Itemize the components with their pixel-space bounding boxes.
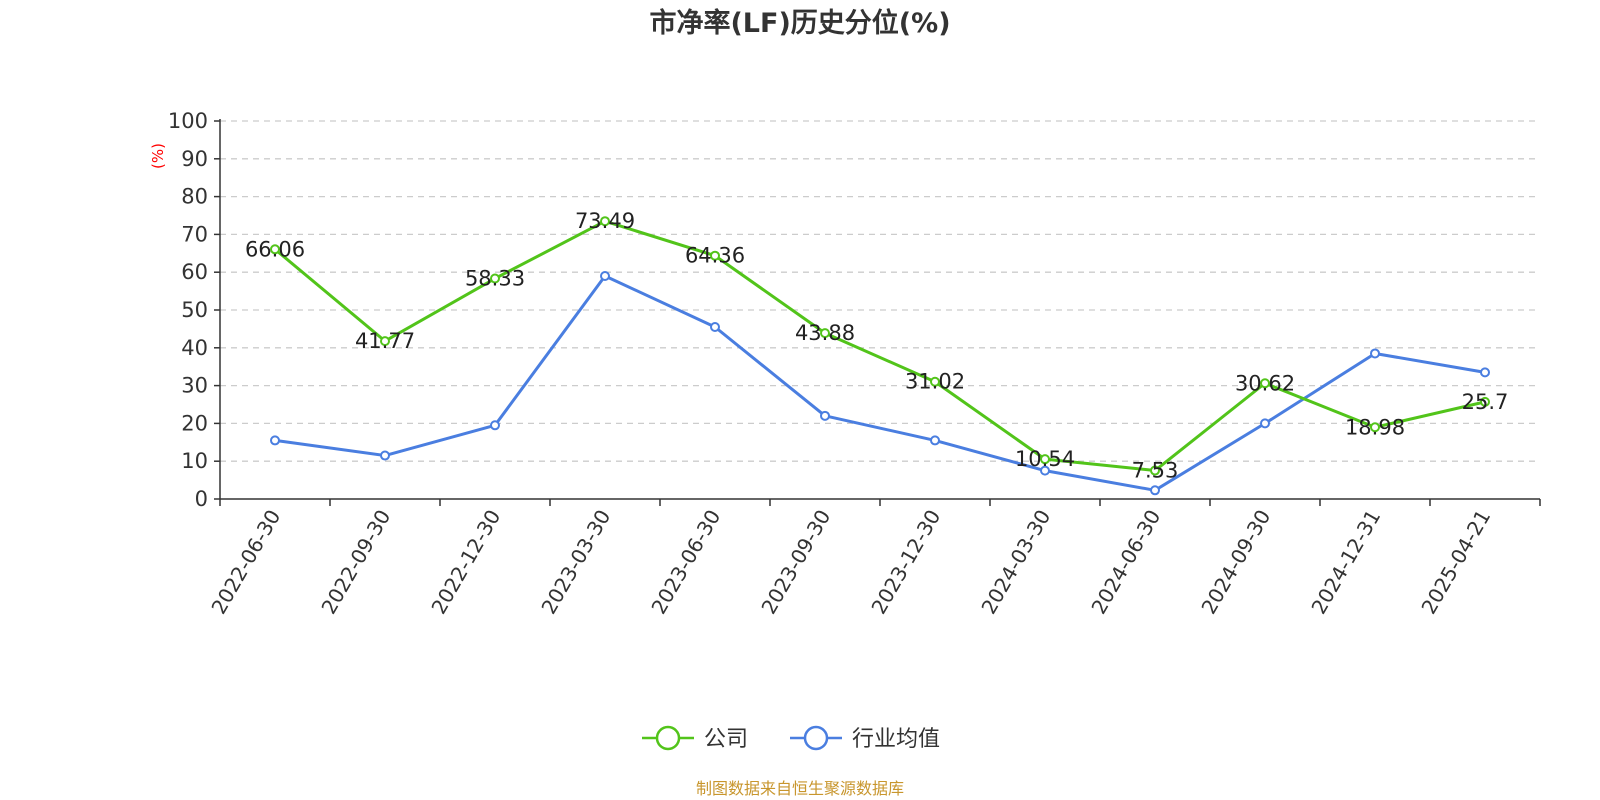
y-tick-label: 20 [181,411,208,435]
data-label: 25.7 [1462,390,1509,414]
data-point [270,244,280,255]
y-tick-label: 50 [181,298,208,322]
data-label: 43.88 [795,321,855,345]
x-tick-label: 2025-04-21 [1416,506,1495,619]
legend-label: 公司 [704,727,748,752]
data-point [380,336,390,347]
data-point [930,376,940,387]
data-label: 66.06 [245,237,305,261]
data-label: 10.54 [1015,447,1075,471]
data-point [820,410,830,421]
x-tick-label: 2023-09-30 [756,506,835,619]
data-label: 18.98 [1345,415,1405,439]
data-point [1150,485,1160,496]
x-tick-label: 2024-09-30 [1196,506,1275,619]
grid-lines [220,120,1540,462]
data-point [490,420,500,431]
y-tick-label: 0 [195,487,208,511]
legend-item[interactable]: 行业均值 [790,725,940,752]
y-tick-label: 100 [168,109,208,133]
legend-item[interactable]: 公司 [642,725,748,752]
y-tick-label: 10 [181,449,208,473]
series-lines [270,216,1490,496]
data-point [490,273,500,284]
y-tick-label: 80 [181,185,208,209]
series-line [274,274,1486,492]
legend-label: 行业均值 [852,727,940,752]
data-label: 31.02 [905,370,965,394]
data-point [1260,378,1270,389]
x-tick-label: 2023-06-30 [646,506,725,619]
y-axis-unit-label: (%) [149,143,167,169]
data-point [600,270,610,281]
data-point [1480,367,1490,378]
series-line [274,219,1486,473]
data-point [1150,465,1160,476]
data-point [710,322,720,333]
legend: 公司 行业均值 [642,725,940,752]
y-tick-label: 60 [181,260,208,284]
data-point [380,450,390,461]
y-tick-label: 40 [181,336,208,360]
data-point [1370,348,1380,359]
y-tick-label: 70 [181,222,208,246]
x-tick-label: 2023-03-30 [536,506,615,619]
x-tick-label: 2022-09-30 [316,506,395,619]
y-tick-label: 30 [181,374,208,398]
x-tick-label: 2024-06-30 [1086,506,1165,619]
data-label: 30.62 [1235,371,1295,395]
x-tick-label: 2023-12-30 [866,506,945,619]
data-label: 41.77 [355,329,415,353]
y-tick-label: 90 [181,147,208,171]
legend-marker-icon [655,725,681,751]
x-tick-label: 2024-12-31 [1306,506,1385,619]
data-point [1370,422,1380,433]
x-tick-label: 2022-12-30 [426,506,505,619]
data-point [1260,418,1270,429]
data-label: 7.53 [1132,459,1179,483]
data-point [270,435,280,446]
data-point [710,250,720,261]
data-point [1040,465,1050,476]
source-note: 制图数据来自恒生聚源数据库 [696,779,904,798]
x-tick-label: 2024-03-30 [976,506,1055,619]
data-point [820,328,830,339]
data-point [1480,396,1490,407]
data-label: 73.49 [575,209,635,233]
axes: 0 10 20 30 40 50 60 70 80 90 100 2022-06-30 2022-09-… [168,109,1541,619]
data-point [1040,454,1050,465]
chart-title: 市净率(LF)历史分位(%) [649,7,950,39]
data-label: 58.33 [465,267,525,291]
data-point [930,435,940,446]
data-labels: 66.06 41.77 58.33 73.49 64.36 43.88 31.02 10.54… [245,209,1508,482]
data-point [600,216,610,227]
x-tick-label: 2022-06-30 [206,506,285,619]
legend-marker-icon [803,725,829,751]
data-label: 64.36 [685,244,745,268]
